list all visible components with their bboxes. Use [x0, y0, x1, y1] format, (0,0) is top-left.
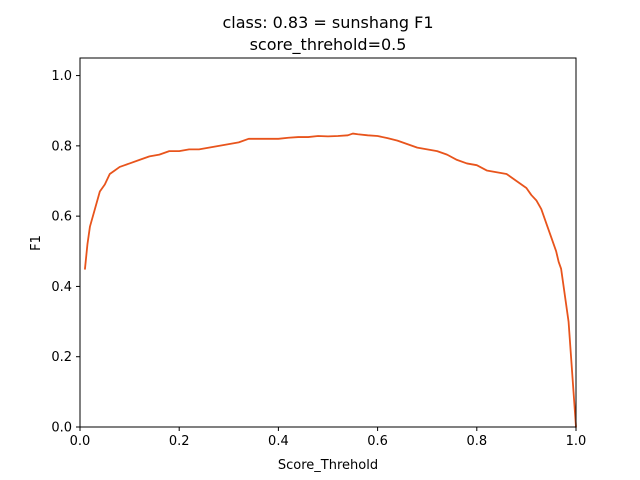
y-tick-label: 0.8 [51, 139, 72, 154]
x-tick-label: 0.6 [367, 434, 388, 449]
y-tick-label: 0.2 [51, 350, 72, 365]
plot-area: 0.0 0.2 0.4 0.6 0.8 1.0 0.0 0.2 0.4 0.6 0.8 1.0 [51, 57, 587, 449]
x-tick-label: 0.4 [268, 434, 289, 449]
chart-title: class: 0.83 = sunshang F1 [222, 13, 433, 32]
x-tick-label: 0.8 [466, 434, 487, 449]
y-tick-label: 0.6 [51, 210, 72, 225]
x-tick-label: 1.0 [566, 434, 587, 449]
y-tick-label: 0.4 [51, 280, 72, 295]
y-tick-label: 1.0 [51, 69, 72, 84]
y-tick-label: 0.0 [51, 421, 72, 436]
x-axis-label: Score_Threhold [278, 458, 378, 473]
y-axis-label: F1 [29, 235, 44, 251]
f1-series-line-0 [84, 132, 577, 428]
chart-subtitle: score_threhold=0.5 [250, 35, 407, 55]
x-tick-label: 0.0 [70, 434, 91, 449]
plot-frame [79, 57, 577, 428]
x-tick-label: 0.2 [169, 434, 190, 449]
